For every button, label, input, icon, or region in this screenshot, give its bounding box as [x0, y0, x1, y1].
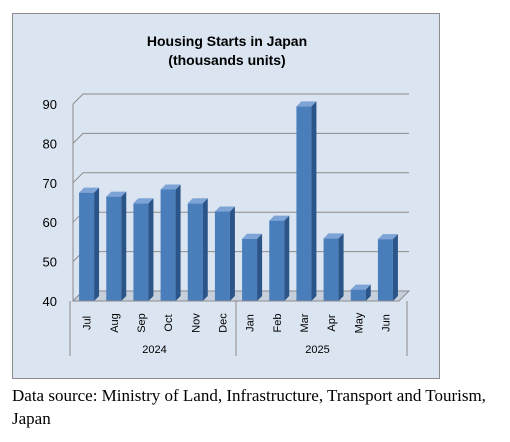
bar-top: [350, 284, 371, 290]
bar: [296, 101, 317, 301]
bar-top: [242, 233, 263, 239]
x-tick-label: Nov: [190, 313, 202, 333]
bar-front: [296, 106, 312, 301]
bar-top: [133, 198, 154, 204]
bar-side: [148, 198, 154, 301]
bar-top: [214, 206, 235, 212]
y-tick-label: 80: [43, 136, 57, 151]
bar: [187, 198, 208, 301]
x-tick-label: Oct: [163, 314, 175, 331]
bar-side: [202, 198, 208, 301]
y-tick-label: 40: [43, 294, 57, 309]
bar-top: [79, 187, 100, 193]
chart-title: Housing Starts in Japan: [147, 33, 307, 49]
bar: [269, 215, 290, 301]
bar-front: [377, 239, 393, 301]
bar: [214, 206, 235, 301]
bar: [350, 284, 371, 301]
bar-front: [269, 220, 285, 301]
chart-subtitle: (thousands units): [168, 52, 285, 68]
y-tick-label: 50: [43, 255, 57, 270]
bar-front: [350, 289, 366, 301]
bar-top: [160, 184, 181, 190]
bar: [106, 191, 127, 301]
bar-side: [94, 187, 100, 301]
bar: [133, 198, 154, 301]
bar-top: [269, 215, 290, 221]
x-tick-label: Mar: [299, 313, 311, 332]
bar: [377, 234, 398, 301]
x-tick-label: Sep: [136, 313, 148, 333]
bar-side: [284, 215, 290, 301]
gridline: [72, 172, 409, 184]
bar: [323, 233, 344, 301]
x-tick-label: Aug: [109, 313, 121, 333]
bar-front: [187, 203, 203, 301]
bar-side: [365, 284, 371, 301]
bar-top: [187, 198, 208, 204]
bar-front: [242, 238, 258, 301]
bar-top: [377, 234, 398, 240]
x-axis-groups: 2024 2025: [69, 300, 408, 356]
bar-chart: Housing Starts in Japan (thousands units…: [43, 33, 411, 356]
bar-top: [296, 101, 317, 107]
bar: [242, 233, 263, 301]
bar-side: [392, 234, 398, 301]
x-axis-ticks: Jul Aug Sep Oct Nov Dec Jan Feb Mar Apr May Jun: [82, 312, 393, 333]
chart-area: Housing Starts in Japan (thousands units…: [12, 13, 440, 379]
bar-front: [214, 211, 230, 301]
bar-side: [121, 191, 127, 301]
x-tick-label: Jul: [82, 316, 94, 330]
gridline: [72, 93, 409, 105]
x-tick-label: May: [353, 312, 365, 333]
x-tick-label: Apr: [326, 314, 338, 331]
x-tick-label: Jun: [380, 314, 392, 332]
bar-top: [106, 191, 127, 197]
bar-front: [133, 203, 149, 301]
bar-top: [323, 233, 344, 239]
x-group-label: 2025: [305, 344, 329, 356]
x-tick-label: Dec: [217, 313, 229, 333]
bar-side: [229, 206, 235, 301]
source-note: Data source: Ministry of Land, Infrastru…: [12, 386, 486, 428]
y-tick-label: 60: [43, 215, 57, 230]
y-tick-label: 70: [43, 176, 57, 191]
bar: [160, 184, 181, 301]
bar-front: [106, 196, 122, 301]
x-tick-label: Feb: [272, 314, 284, 333]
bar-side: [257, 233, 263, 301]
x-group-label: 2024: [142, 344, 166, 356]
bar-front: [160, 189, 176, 301]
bars: [79, 101, 398, 301]
bar-side: [311, 101, 317, 301]
y-tick-label: 90: [43, 97, 57, 112]
bar-side: [175, 184, 181, 301]
y-axis-ticks: 40 50 60 70 80 90: [43, 97, 57, 309]
bar-side: [338, 233, 344, 301]
gridline: [72, 132, 409, 144]
bar-front: [79, 192, 95, 301]
bar-front: [323, 238, 339, 301]
x-tick-label: Jan: [245, 314, 257, 332]
bar: [79, 187, 100, 301]
